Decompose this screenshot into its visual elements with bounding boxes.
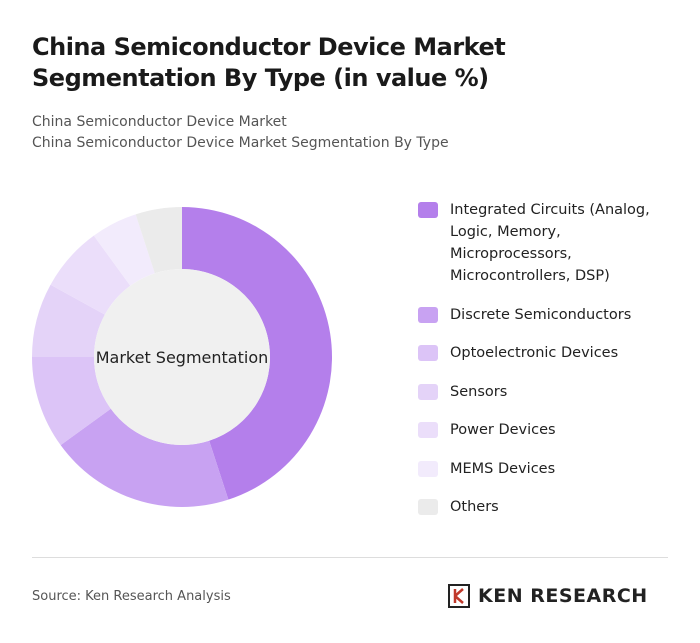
legend-label: Sensors [450,383,508,400]
logo-text: KEN RESEARCH [478,585,648,607]
legend-label: MEMS Devices [450,460,556,477]
logo: KEN RESEARCH [448,584,648,608]
legend-item: MEMS Devices [418,458,678,480]
donut-slice [93,214,155,286]
donut-slice [50,235,131,315]
donut-slice [32,357,111,446]
subtitle: China Semiconductor Device Market [32,114,287,130]
logo-icon [448,584,470,608]
legend-item: Power Devices [418,419,678,441]
legend-swatch [418,422,438,438]
legend: Integrated Circuits (Analog, Logic, Memo… [418,199,678,518]
legend-item: Discrete Semiconductors [418,304,678,326]
legend-item: Optoelectronic Devices [418,342,678,364]
donut-slice [135,207,182,274]
donut-slice [60,408,229,507]
legend-item: Integrated Circuits (Analog, Logic, Memo… [418,199,678,287]
legend-swatch [418,345,438,361]
legend-item: Sensors [418,381,678,403]
legend-swatch [418,306,438,323]
donut-slice [182,207,333,500]
chart-title: China Semiconductor Device Market Segmen… [32,33,506,92]
legend-label: Integrated Circuits (Analog, Logic, Memo… [450,202,650,284]
legend-label: Power Devices [450,422,556,438]
legend-item: Others [418,496,678,518]
donut-chart: Market Segmentation [32,207,333,507]
legend-swatch [418,460,438,477]
divider [32,557,668,558]
legend-swatch [418,383,438,400]
subtitle: China Semiconductor Device Market Segmen… [32,135,449,151]
legend-label: Others [450,499,499,515]
donut-center [94,269,270,445]
donut-slice [32,284,105,357]
legend-label: Optoelectronic Devices [450,345,619,361]
center-label: Market Segmentation [96,348,269,367]
legend-label: Discrete Semiconductors [450,306,632,323]
legend-swatch [418,202,438,218]
legend-swatch [418,499,438,515]
source: Source: Ken Research Analysis [32,589,231,604]
